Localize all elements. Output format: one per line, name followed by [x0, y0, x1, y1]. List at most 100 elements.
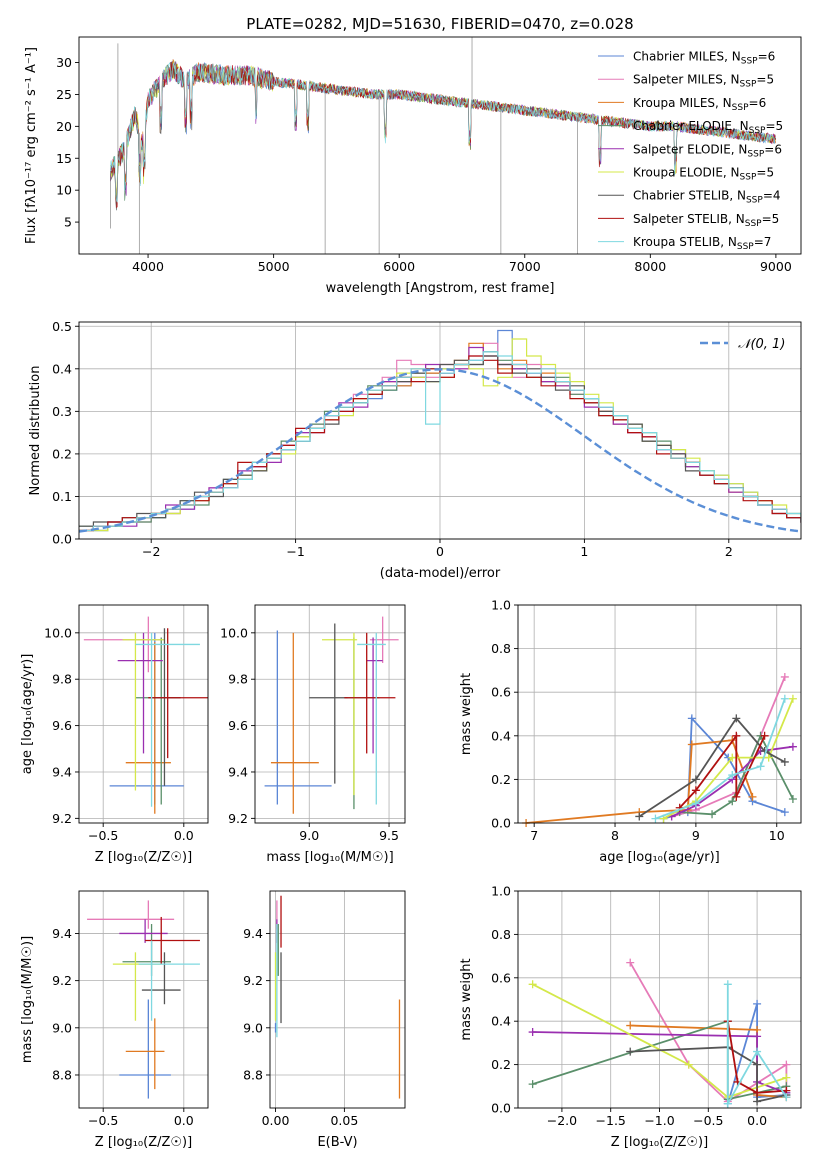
x-tick-label: 5000 — [258, 259, 290, 274]
weight-marker — [635, 812, 644, 821]
y-tick-label: 0.4 — [491, 728, 511, 743]
x-tick-label: 0.05 — [330, 1113, 358, 1128]
y-tick-label: 0.6 — [491, 970, 511, 985]
x-axis-label: Z [log₁₀(Z/Z☉)] — [95, 1135, 192, 1150]
weight-marker — [626, 1021, 635, 1030]
y-tick-label: 9.4 — [228, 764, 248, 779]
mass-vs-EBV-panel: 0.00 0.05 8.8 9.0 9.2 9.4 E(B-V) — [243, 890, 406, 1150]
x-tick-label: 9000 — [760, 259, 792, 274]
weight-marker — [691, 799, 700, 808]
legend-label: Kroupa MILES, NSSP=6 — [633, 96, 766, 113]
weight-marker — [528, 1028, 537, 1037]
y-tick-label: 9.4 — [52, 764, 72, 779]
weight-marker — [782, 1060, 791, 1069]
weight-marker — [753, 999, 762, 1008]
weight-marker — [708, 810, 717, 819]
x-tick-label: −2.0 — [547, 1113, 577, 1128]
histogram-step — [79, 346, 801, 532]
x-tick-label: 7000 — [509, 259, 541, 274]
y-tick-label: 10.0 — [44, 625, 72, 640]
axes-frame — [78, 890, 209, 1109]
x-axis-label: age [log₁₀(age/yr)] — [599, 850, 720, 865]
spectrum-line — [110, 61, 776, 203]
weight-marker — [753, 1097, 762, 1106]
weight-marker — [753, 1032, 762, 1041]
weight-marker — [753, 1060, 762, 1069]
x-tick-label: −0.5 — [88, 828, 118, 843]
y-tick-label: 8.8 — [243, 1067, 263, 1082]
y-axis-label: mass weight — [459, 958, 474, 1040]
y-tick-label: 1.0 — [491, 884, 511, 899]
legend-label: Chabrier ELODIE, NSSP=5 — [633, 119, 783, 136]
y-axis-label: mass [log₁₀(M/M☉)] — [20, 936, 35, 1063]
x-axis-label: (data-model)/error — [380, 566, 501, 581]
panels: 4000 5000 6000 7000 8000 900051015202530wavel… — [20, 36, 802, 1150]
x-axis-label: E(B-V) — [317, 1135, 357, 1150]
weight-marker — [732, 731, 741, 740]
y-tick-label: 1.0 — [491, 598, 511, 613]
y-tick-label: 0.2 — [491, 1057, 511, 1072]
x-tick-label: 4000 — [132, 259, 164, 274]
weight-marker — [691, 786, 700, 795]
y-tick-label: 0.2 — [491, 772, 511, 787]
weight-marker — [684, 1060, 693, 1069]
legend-label: Kroupa STELIB, NSSP=7 — [633, 235, 771, 252]
y-tick-label: 5 — [64, 215, 72, 230]
weight-marker — [723, 980, 732, 989]
x-tick-label: 0.0 — [747, 1113, 767, 1128]
x-tick-label: −2 — [142, 544, 160, 559]
mass-vs-Z-panel: −0.5 0.0 8.8 9.0 9.2 9.4 Z [log₁₀(Z/Z☉)] mass [… — [20, 890, 209, 1150]
weight-marker — [687, 714, 696, 723]
y-tick-label: 0.4 — [491, 1014, 511, 1029]
legend-label: Kroupa ELODIE, NSSP=5 — [633, 166, 774, 183]
weight-marker — [626, 1047, 635, 1056]
y-tick-label: 0.0 — [491, 816, 511, 831]
y-tick-label: 9.2 — [52, 811, 72, 826]
weight-marker — [780, 757, 789, 766]
axes-frame — [78, 604, 209, 824]
y-axis-label: mass weight — [459, 673, 474, 755]
weight-marker — [780, 672, 789, 681]
weight-marker — [760, 731, 769, 740]
axes-frame — [254, 604, 406, 824]
axes-frame — [269, 890, 406, 1109]
weight-marker — [687, 740, 696, 749]
y-tick-label: 0.6 — [491, 685, 511, 700]
x-tick-label: 8000 — [634, 259, 666, 274]
legend-label: Chabrier MILES, NSSP=6 — [633, 50, 775, 67]
weight-marker — [764, 753, 773, 762]
y-tick-label: 0.0 — [52, 532, 72, 547]
y-tick-label: 0.0 — [491, 1101, 511, 1116]
axes-frame — [517, 604, 802, 824]
y-tick-label: 9.0 — [52, 1020, 72, 1035]
y-tick-label: 0.8 — [491, 641, 511, 656]
y-tick-label: 0.1 — [52, 489, 72, 504]
weight-marker — [753, 1088, 762, 1097]
weight-line — [726, 1021, 787, 1094]
y-tick-label: 9.0 — [243, 1020, 263, 1035]
x-tick-label: −0.5 — [693, 1113, 723, 1128]
weight-line — [532, 1031, 787, 1094]
legend-label: Chabrier STELIB, NSSP=4 — [633, 189, 781, 206]
y-tick-label: 8.8 — [52, 1067, 72, 1082]
weight-marker — [728, 797, 737, 806]
axes-frame — [78, 36, 802, 255]
y-tick-label: 0.3 — [52, 404, 72, 419]
x-axis-label: wavelength [Angstrom, rest frame] — [326, 281, 555, 296]
legend-label: Salpeter ELODIE, NSSP=6 — [633, 142, 782, 159]
normal-curve — [79, 368, 801, 533]
y-axis-label: age [log₁₀(age/yr)] — [20, 654, 35, 775]
y-axis-label: Normed distribution — [28, 366, 43, 496]
weight-marker — [788, 694, 797, 703]
x-tick-label: 8 — [611, 828, 619, 843]
histogram-step — [79, 351, 801, 532]
weight-marker — [691, 775, 700, 784]
spectrum-panel: 4000 5000 6000 7000 8000 9000 5 10 15 20 25 30 wavel… — [24, 36, 802, 296]
x-tick-label: 0 — [436, 544, 444, 559]
x-tick-label: 9.5 — [379, 828, 399, 843]
y-tick-label: 9.2 — [228, 811, 248, 826]
y-tick-label: 0.8 — [491, 927, 511, 942]
x-tick-label: 0.0 — [174, 828, 194, 843]
x-tick-label: 0.0 — [174, 1113, 194, 1128]
